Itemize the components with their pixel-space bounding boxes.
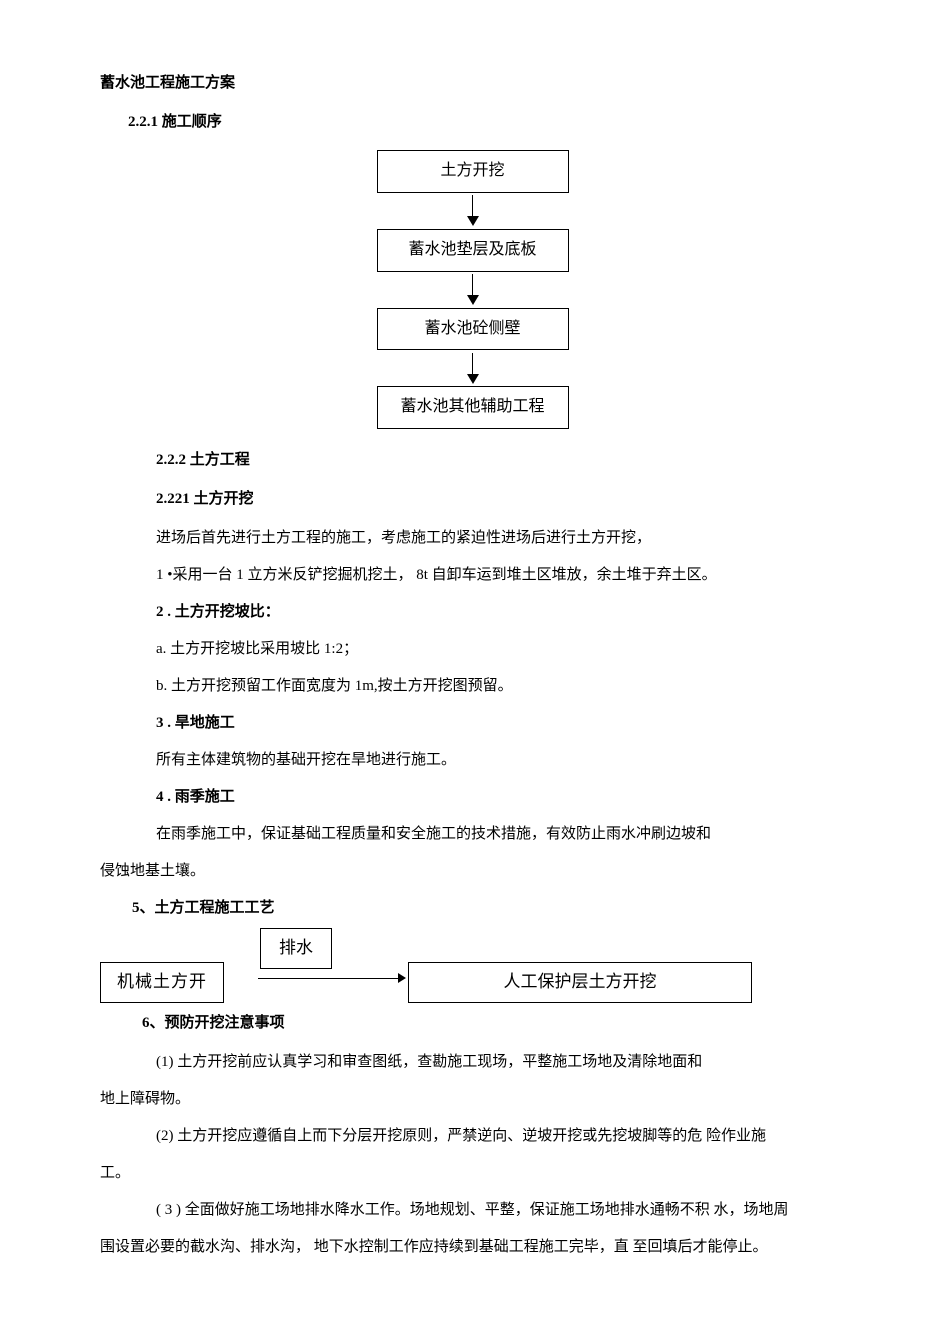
flow-box-4: 蓄水池其他辅助工程 xyxy=(377,386,569,429)
paragraph: (1) 土方开挖前应认真学习和审查图纸，查勘施工现场，平整施工场地及清除地面和 xyxy=(100,1049,845,1076)
flow-box-3: 蓄水池砼侧壁 xyxy=(377,308,569,351)
flow-arrow-icon xyxy=(467,272,479,308)
flow-arrow-icon xyxy=(467,350,479,386)
heading-2221: 2.221 土方开挖 xyxy=(156,486,845,513)
flow2-left-box: 机械土方开 xyxy=(100,962,224,1003)
subtitle-2: 2 . 土方开挖坡比： xyxy=(156,599,845,626)
subtitle-6: 6、预防开挖注意事项 xyxy=(142,1010,845,1037)
paragraph: 1 •采用一台 1 立方米反铲挖掘机挖土， 8t 自卸车运到堆土区堆放，余土堆于… xyxy=(156,562,845,589)
flow-arrow-icon xyxy=(467,193,479,229)
subtitle-3: 3 . 旱地施工 xyxy=(156,710,845,737)
flowchart-construction-sequence: 土方开挖 蓄水池垫层及底板 蓄水池砼侧壁 蓄水池其他辅助工程 xyxy=(100,150,845,429)
document-page: 蓄水池工程施工方案 2.2.1 施工顺序 土方开挖 蓄水池垫层及底板 蓄水池砼侧… xyxy=(0,0,945,1338)
paragraph: 所有主体建筑物的基础开挖在旱地进行施工。 xyxy=(156,747,845,774)
subtitle-5: 5、土方工程施工工艺 xyxy=(132,895,845,922)
flow2-right-box: 人工保护层土方开挖 xyxy=(408,962,752,1003)
flow-box-2: 蓄水池垫层及底板 xyxy=(377,229,569,272)
heading-222: 2.2.2 土方工程 xyxy=(156,447,845,474)
paragraph: ( 3 ) 全面做好施工场地排水降水工作。场地规划、平整，保证施工场地排水通畅不… xyxy=(100,1197,845,1224)
flow2-arrow-head-icon xyxy=(398,973,406,983)
paragraph: 围设置必要的截水沟、排水沟， 地下水控制工作应持续到基础工程施工完毕，直 至回填… xyxy=(100,1234,845,1261)
paragraph: a. 土方开挖坡比采用坡比 1:2； xyxy=(156,636,845,663)
paragraph: (2) 土方开挖应遵循自上而下分层开挖原则，严禁逆向、逆坡开挖或先挖坡脚等的危 … xyxy=(100,1123,845,1150)
flow2-top-box: 排水 xyxy=(260,928,332,969)
flowchart-earthwork-process: 排水 机械土方开 人工保护层土方开挖 xyxy=(100,928,845,1000)
subtitle-4: 4 . 雨季施工 xyxy=(156,784,845,811)
flow-box-1: 土方开挖 xyxy=(377,150,569,193)
paragraph: 侵蚀地基土壤。 xyxy=(100,858,845,885)
paragraph: 地上障碍物。 xyxy=(100,1086,845,1113)
heading-221: 2.2.1 施工顺序 xyxy=(128,109,845,136)
paragraph: b. 土方开挖预留工作面宽度为 1m,按土方开挖图预留。 xyxy=(156,673,845,700)
doc-title: 蓄水池工程施工方案 xyxy=(100,70,845,97)
paragraph: 工。 xyxy=(100,1160,845,1187)
paragraph: 在雨季施工中，保证基础工程质量和安全施工的技术措施，有效防止雨水冲刷边坡和 xyxy=(156,821,845,848)
flow2-arrow-line xyxy=(258,978,400,979)
paragraph: 进场后首先进行土方工程的施工，考虑施工的紧迫性进场后进行土方开挖， xyxy=(156,525,845,552)
